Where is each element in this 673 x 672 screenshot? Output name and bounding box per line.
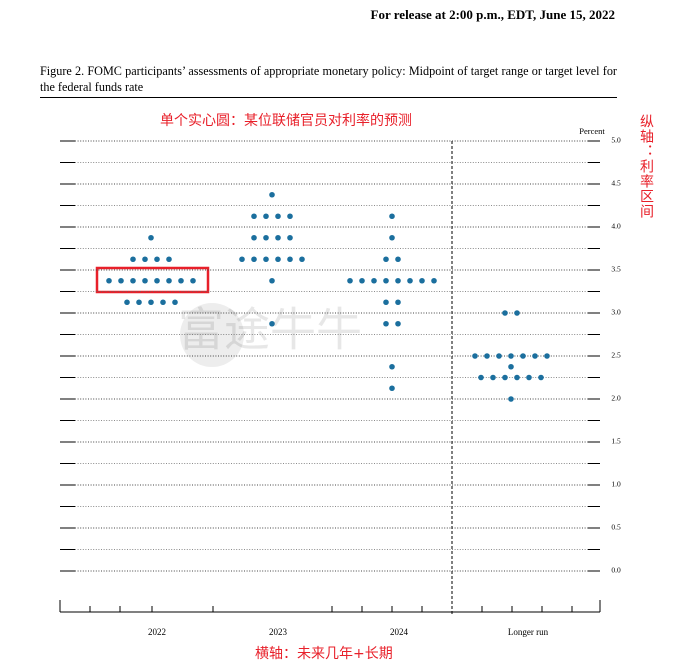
dot	[106, 277, 112, 284]
dot	[389, 213, 395, 220]
dot	[130, 277, 136, 284]
annotation: 横轴：未来几年+长期	[255, 646, 393, 662]
dot	[287, 234, 293, 241]
dot	[251, 234, 257, 241]
y-tick-label: 1.5	[611, 437, 621, 446]
dot	[538, 374, 544, 381]
dot	[178, 277, 184, 284]
dot	[395, 320, 401, 327]
dot	[484, 353, 490, 359]
dot	[472, 353, 478, 359]
dot	[532, 353, 538, 359]
watermark-logo	[180, 303, 244, 367]
dot	[172, 299, 178, 306]
dot	[263, 234, 269, 241]
dot	[431, 277, 437, 284]
dot	[269, 320, 275, 327]
x-tick-label: 2024	[390, 627, 409, 637]
dot	[269, 191, 275, 198]
dot	[502, 374, 508, 381]
dot	[508, 363, 514, 370]
dot	[154, 277, 160, 284]
dot	[389, 363, 395, 370]
y-tick-label: 5.0	[611, 136, 621, 145]
dot	[347, 277, 353, 284]
dot	[287, 256, 293, 263]
dot	[124, 299, 130, 306]
dot	[520, 353, 526, 359]
release-note: For release at 2:00 p.m., EDT, June 15, …	[370, 7, 615, 22]
dot	[478, 374, 484, 381]
dot	[395, 299, 401, 306]
dot	[395, 256, 401, 263]
y-tick-label: 3.5	[611, 265, 621, 274]
dot	[508, 396, 514, 402]
dot	[148, 299, 154, 306]
dot	[148, 234, 154, 241]
dot	[269, 277, 275, 284]
dot	[130, 256, 136, 263]
dot	[395, 277, 401, 284]
dot	[389, 234, 395, 241]
dot	[502, 310, 508, 316]
highlight-box	[95, 266, 210, 294]
dot	[136, 299, 142, 306]
dot	[190, 277, 196, 284]
dot	[263, 213, 269, 220]
dot	[407, 277, 413, 284]
dot	[526, 374, 532, 381]
annotation: 单个实心圆：某位联储官员对利率的预测	[160, 113, 412, 129]
dot	[118, 277, 124, 284]
dot	[142, 277, 148, 284]
x-tick-label: 2023	[269, 627, 288, 637]
dot	[166, 277, 172, 284]
dot	[514, 374, 520, 381]
dot	[383, 256, 389, 263]
dot	[496, 353, 502, 359]
y-tick-label: 4.5	[611, 179, 621, 188]
dot	[508, 353, 514, 359]
dot	[239, 256, 245, 263]
y-tick-label: 4.0	[611, 222, 621, 231]
dot	[142, 256, 148, 263]
figure-caption: Figure 2. FOMC participants’ assessments…	[40, 64, 617, 94]
dot	[154, 256, 160, 263]
dot	[160, 299, 166, 306]
dot	[251, 256, 257, 263]
y-tick-label: 2.5	[611, 351, 621, 360]
dot	[359, 277, 365, 284]
dot	[299, 256, 305, 263]
y-tick-label: 0.0	[611, 566, 621, 575]
dot	[490, 374, 496, 381]
dot	[275, 234, 281, 241]
dot	[383, 299, 389, 306]
y-tick-label: 2.0	[611, 394, 621, 403]
dot	[287, 213, 293, 220]
x-tick-label: Longer run	[508, 627, 549, 637]
y-tick-label: 0.5	[611, 523, 621, 532]
dot	[419, 277, 425, 284]
dot	[371, 277, 377, 284]
dot	[514, 310, 520, 316]
rule	[40, 97, 617, 98]
y-tick-label: 1.0	[611, 480, 621, 489]
dot	[166, 256, 172, 263]
dot	[383, 320, 389, 327]
dot	[275, 213, 281, 220]
dot	[544, 353, 550, 359]
dot	[383, 277, 389, 284]
dot	[251, 213, 257, 220]
annotation: 纵轴：利率区间	[638, 114, 654, 219]
dot	[263, 256, 269, 263]
dot	[275, 256, 281, 263]
dot	[389, 385, 395, 392]
y-tick-label: 3.0	[611, 308, 621, 317]
x-tick-label: 2022	[148, 627, 166, 637]
y-axis-label: Percent	[579, 126, 605, 136]
